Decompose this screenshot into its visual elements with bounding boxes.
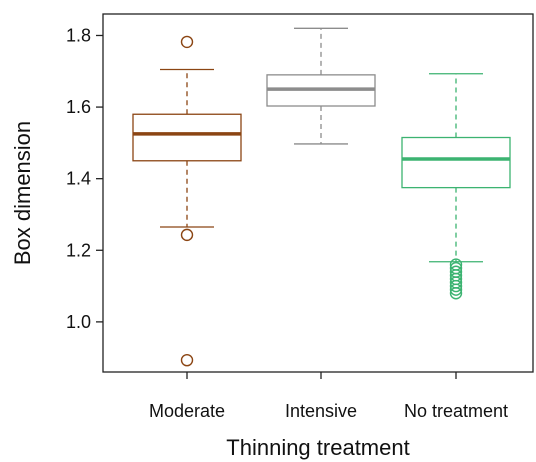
outlier-point bbox=[180, 353, 194, 367]
box-intensive bbox=[266, 27, 376, 145]
plot-frame bbox=[102, 13, 534, 373]
y-tick-label: 1.8 bbox=[66, 25, 91, 45]
boxes bbox=[132, 27, 511, 367]
box-moderate bbox=[132, 35, 242, 367]
x-tick-label: Moderate bbox=[149, 401, 225, 421]
x-tick-label: No treatment bbox=[404, 401, 508, 421]
outlier-point bbox=[449, 279, 463, 293]
y-axis-title: Box dimension bbox=[10, 121, 35, 265]
y-tick-label: 1.4 bbox=[66, 169, 91, 189]
iqr-box bbox=[401, 136, 511, 189]
y-tick-label: 1.6 bbox=[66, 97, 91, 117]
iqr-box bbox=[132, 113, 242, 162]
x-axis-title: Thinning treatment bbox=[226, 435, 409, 460]
y-tick-label: 1.0 bbox=[66, 312, 91, 332]
outlier-point bbox=[449, 287, 463, 300]
box-no-treatment bbox=[401, 73, 511, 300]
x-tick-label: Intensive bbox=[285, 401, 357, 421]
outlier-point bbox=[449, 283, 463, 296]
y-axis: 1.0 1.2 1.4 1.6 1.8 bbox=[66, 25, 103, 332]
x-axis: Moderate Intensive No treatment bbox=[149, 372, 508, 421]
outlier-point bbox=[180, 35, 194, 49]
outlier-point bbox=[180, 228, 194, 242]
y-tick-label: 1.2 bbox=[66, 240, 91, 260]
